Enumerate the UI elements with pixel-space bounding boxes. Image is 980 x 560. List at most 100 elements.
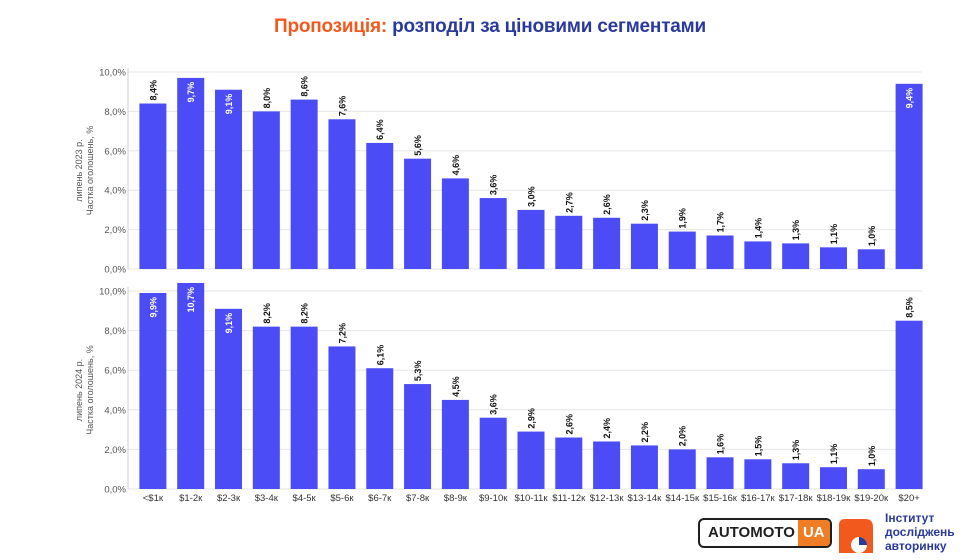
data-label: 2,3% <box>640 200 650 221</box>
data-label: 9,1% <box>224 313 234 334</box>
bar-18 <box>782 463 810 489</box>
x-tick-label: $5-6к <box>330 493 354 504</box>
data-label: 2,7% <box>564 192 574 213</box>
x-tick-label: $1-2к <box>179 493 203 504</box>
y-tick-label: 6,0% <box>104 146 126 157</box>
bar-4 <box>252 111 280 270</box>
y-tick-label: 10,0% <box>99 287 126 298</box>
bar-7 <box>366 368 394 489</box>
bar-5 <box>290 326 318 489</box>
chart-panel-1: 0,0% 2,0% 4,0% 6,0% 8,0% 10,0% липень 2023 р. Ч… <box>74 68 923 276</box>
bar-8 <box>404 384 432 489</box>
bar-2 <box>177 77 205 269</box>
data-label: 8,2% <box>262 303 272 324</box>
bar-17 <box>744 241 772 269</box>
data-label: 5,3% <box>413 361 423 382</box>
y-tick-label: 4,0% <box>104 186 126 197</box>
bar-3 <box>215 308 243 489</box>
institute-mark-icon <box>839 519 873 553</box>
bar-10 <box>479 198 507 269</box>
bar-5 <box>290 99 318 269</box>
bar-7 <box>366 142 394 269</box>
y-tick-label: 2,0% <box>104 225 126 236</box>
x-tick-label: $9-10к <box>479 493 508 504</box>
data-label: 1,4% <box>753 218 763 239</box>
data-label: 8,0% <box>262 88 272 109</box>
data-label: 9,7% <box>186 82 196 103</box>
data-label: 3,6% <box>489 175 499 196</box>
data-label: 4,6% <box>451 155 461 176</box>
automoto-logo-ua: UA <box>797 520 830 546</box>
y-tick-label: 0,0% <box>104 265 126 276</box>
data-label: 4,5% <box>451 376 461 397</box>
data-label: 2,6% <box>602 194 612 215</box>
bar-10 <box>479 417 507 489</box>
bar-11 <box>517 209 545 269</box>
x-tick-label: $19-20к <box>854 493 889 504</box>
x-tick-label: $4-5к <box>293 493 317 504</box>
x-tick-label: $10-11к <box>514 493 548 504</box>
data-label: 2,2% <box>640 422 650 443</box>
bar-13 <box>593 441 621 489</box>
bar-19 <box>819 247 847 269</box>
chart-title: Пропозиція: розподіл за ціновими сегмент… <box>0 16 980 38</box>
y-axis-label: Частка оголошень, % <box>85 126 95 215</box>
institute-logo[interactable]: Інститут досліджень авторинку <box>835 511 975 557</box>
institute-logo-text: Інститут досліджень авторинку <box>885 511 955 553</box>
data-label: 2,4% <box>602 418 612 439</box>
data-label: 1,9% <box>678 208 688 229</box>
data-label: 1,1% <box>829 224 839 245</box>
x-tick-label: $7-8к <box>406 493 430 504</box>
x-tick-label: $15-16к <box>703 493 738 504</box>
data-label: 6,4% <box>375 119 385 140</box>
y-tick-label: 10,0% <box>99 68 126 79</box>
data-label: 6,1% <box>375 345 385 366</box>
y-tick-label: 4,0% <box>104 405 126 416</box>
x-tick-label: $12-13к <box>590 493 625 504</box>
bar-14 <box>630 223 658 269</box>
bar-11 <box>517 431 545 489</box>
bar-14 <box>630 445 658 489</box>
y-tick-label: 6,0% <box>104 366 126 377</box>
data-label: 8,5% <box>905 297 915 318</box>
data-label: 1,0% <box>867 226 877 247</box>
x-tick-label: <$1к <box>143 493 164 504</box>
y-tick-label: 8,0% <box>104 326 126 337</box>
data-label: 1,5% <box>753 436 763 457</box>
automoto-logo[interactable]: AUTOMOTO UA <box>698 518 832 548</box>
x-tick-label: $18-19к <box>817 493 852 504</box>
x-tick-label: $20+ <box>898 493 920 504</box>
y-tick-label: 0,0% <box>104 485 126 496</box>
institute-line-3: авторинку <box>885 539 947 553</box>
y-tick-label: 2,0% <box>104 445 126 456</box>
data-label: 2,6% <box>564 414 574 435</box>
bar-16 <box>706 235 734 269</box>
bar-1 <box>139 292 167 489</box>
title-rest: розподіл за ціновими сегментами <box>392 16 707 37</box>
x-tick-label: $14-15к <box>665 493 700 504</box>
bar-1 <box>139 103 167 270</box>
bar-15 <box>668 231 696 269</box>
y-axis-label: липень 2024 р. <box>74 359 84 421</box>
bar-9 <box>441 178 469 269</box>
bar-16 <box>706 457 734 489</box>
data-label: 7,2% <box>337 323 347 344</box>
data-label: 1,1% <box>829 444 839 465</box>
institute-line-2: досліджень <box>885 525 955 539</box>
bar-2 <box>177 283 205 489</box>
bar-12 <box>555 437 583 489</box>
x-tick-label: $13-14к <box>628 493 663 504</box>
bar-6 <box>328 119 356 269</box>
bar-8 <box>404 158 432 269</box>
y-axis-label: липень 2023 р. <box>74 139 84 201</box>
data-label: 1,3% <box>791 220 801 241</box>
bar-3 <box>215 89 243 269</box>
data-label: 8,6% <box>300 76 310 97</box>
bar-6 <box>328 346 356 489</box>
x-tick-label: $8-9к <box>444 493 468 504</box>
data-label: 9,9% <box>148 297 158 318</box>
bar-19 <box>819 467 847 489</box>
bar-20 <box>857 469 885 489</box>
x-tick-label: $16-17к <box>741 493 776 504</box>
